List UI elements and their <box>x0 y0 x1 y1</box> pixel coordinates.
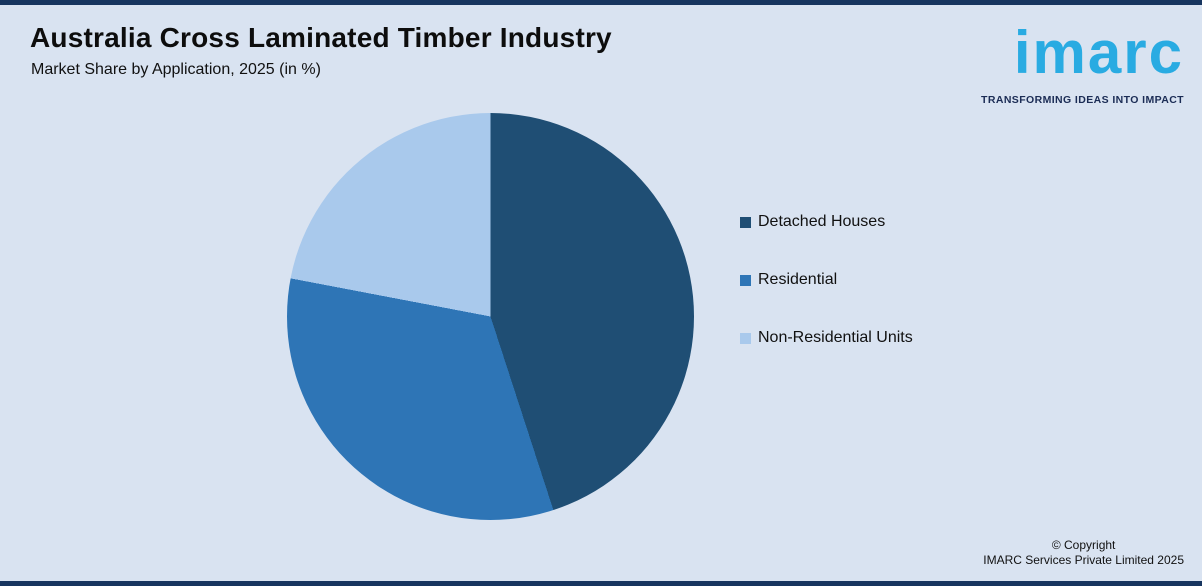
chart-legend: Detached Houses Residential Non-Resident… <box>740 212 913 386</box>
imarc-logo-tagline: TRANSFORMING IDEAS INTO IMPACT <box>981 94 1184 106</box>
copyright-line2: IMARC Services Private Limited 2025 <box>983 553 1184 567</box>
top-border <box>0 0 1202 5</box>
imarc-logo-text: imarc <box>1013 19 1184 86</box>
legend-swatch-detached-houses <box>740 216 751 228</box>
legend-item-detached-houses: Detached Houses <box>740 212 913 232</box>
bottom-border <box>0 581 1202 586</box>
legend-item-non-residential-units: Non-Residential Units <box>740 328 913 348</box>
legend-swatch-residential <box>740 274 751 286</box>
legend-item-residential: Residential <box>740 270 913 290</box>
legend-swatch-non-residential-units <box>740 332 751 344</box>
chart-subtitle: Market Share by Application, 2025 (in %) <box>31 61 321 78</box>
legend-label-non-residential-units: Non-Residential Units <box>758 329 913 346</box>
imarc-logo: imarc TRANSFORMING IDEAS INTO IMPACT <box>954 14 1184 106</box>
legend-label-detached-houses: Detached Houses <box>758 213 886 230</box>
pie-chart <box>287 113 694 520</box>
chart-title: Australia Cross Laminated Timber Industr… <box>30 22 612 53</box>
copyright-notice: © Copyright IMARC Services Private Limit… <box>983 538 1184 568</box>
copyright-line1: © Copyright <box>1051 538 1116 552</box>
legend-label-residential: Residential <box>758 271 838 288</box>
